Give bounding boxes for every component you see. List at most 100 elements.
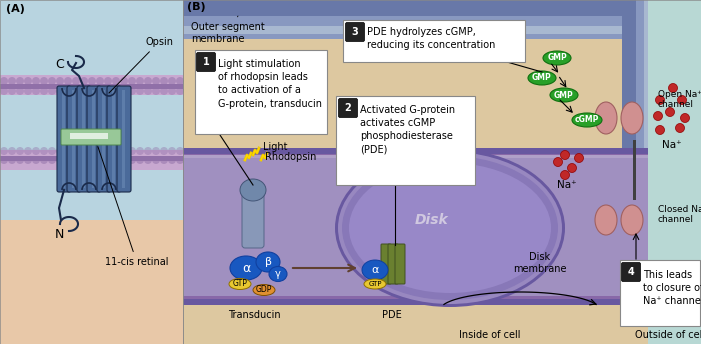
Circle shape (152, 87, 160, 95)
Circle shape (112, 156, 120, 164)
Circle shape (144, 87, 152, 95)
Bar (183, 158, 648, 296)
Circle shape (677, 96, 686, 105)
Circle shape (104, 147, 112, 155)
Ellipse shape (338, 152, 562, 304)
Circle shape (160, 87, 168, 95)
Circle shape (40, 87, 48, 95)
Circle shape (32, 147, 40, 155)
Circle shape (104, 156, 112, 164)
Circle shape (0, 147, 8, 155)
Text: Na⁺: Na⁺ (662, 140, 682, 150)
FancyBboxPatch shape (67, 86, 81, 192)
Circle shape (56, 87, 64, 95)
Circle shape (96, 147, 104, 155)
FancyBboxPatch shape (97, 86, 111, 192)
Bar (122, 90, 125, 188)
FancyBboxPatch shape (346, 22, 365, 42)
Bar (622, 0, 636, 310)
Circle shape (168, 77, 176, 85)
Circle shape (152, 156, 160, 164)
Circle shape (128, 87, 136, 95)
Circle shape (152, 147, 160, 155)
Circle shape (168, 147, 176, 155)
Circle shape (104, 77, 112, 85)
Ellipse shape (364, 279, 386, 289)
FancyBboxPatch shape (77, 86, 91, 192)
Circle shape (8, 87, 16, 95)
Circle shape (136, 156, 144, 164)
Bar (183, 0, 648, 344)
Circle shape (16, 87, 24, 95)
Circle shape (56, 156, 64, 164)
Bar (0, 161, 183, 170)
Circle shape (655, 126, 665, 135)
Circle shape (128, 77, 136, 85)
Circle shape (88, 147, 96, 155)
Ellipse shape (240, 179, 266, 201)
Bar (102, 90, 105, 188)
FancyBboxPatch shape (242, 187, 264, 248)
Circle shape (144, 156, 152, 164)
Circle shape (96, 77, 104, 85)
Circle shape (32, 77, 40, 85)
Circle shape (176, 87, 184, 95)
Ellipse shape (349, 163, 551, 293)
Bar (0, 156, 183, 161)
Text: 3: 3 (352, 27, 358, 37)
Text: GTP: GTP (368, 281, 382, 287)
Circle shape (128, 156, 136, 164)
Text: β: β (264, 257, 271, 267)
Ellipse shape (595, 205, 617, 235)
Circle shape (554, 158, 562, 166)
Circle shape (8, 156, 16, 164)
Bar (112, 90, 115, 188)
Bar (183, 26, 648, 34)
Circle shape (80, 87, 88, 95)
FancyBboxPatch shape (395, 244, 405, 284)
FancyBboxPatch shape (117, 86, 131, 192)
Circle shape (88, 87, 96, 95)
Circle shape (24, 156, 32, 164)
FancyBboxPatch shape (339, 98, 358, 118)
Bar (183, 148, 648, 154)
Circle shape (120, 77, 128, 85)
Circle shape (8, 77, 16, 85)
Bar (0, 89, 183, 95)
Circle shape (561, 171, 569, 180)
Circle shape (561, 151, 569, 160)
FancyBboxPatch shape (343, 20, 525, 62)
Text: Opsin: Opsin (109, 37, 173, 93)
Circle shape (160, 147, 168, 155)
Text: C: C (55, 58, 64, 71)
Text: 1: 1 (203, 57, 210, 67)
Text: GDP: GDP (256, 286, 272, 294)
Text: Outer segment
membrane: Outer segment membrane (191, 16, 265, 44)
Circle shape (160, 156, 168, 164)
FancyBboxPatch shape (107, 86, 121, 192)
FancyBboxPatch shape (336, 96, 475, 185)
Circle shape (104, 87, 112, 95)
Circle shape (136, 147, 144, 155)
Circle shape (80, 77, 88, 85)
Text: Closed Na⁺
channel: Closed Na⁺ channel (658, 205, 701, 224)
Ellipse shape (269, 267, 287, 281)
Bar (72, 90, 75, 188)
Circle shape (112, 87, 120, 95)
Bar (648, 0, 701, 344)
Bar (183, 34, 648, 39)
Circle shape (669, 84, 677, 93)
Circle shape (72, 147, 80, 155)
Circle shape (64, 156, 72, 164)
Ellipse shape (342, 156, 558, 300)
Circle shape (136, 77, 144, 85)
Bar (644, 0, 648, 310)
Circle shape (24, 147, 32, 155)
Circle shape (653, 111, 662, 120)
Circle shape (136, 87, 144, 95)
Circle shape (112, 77, 120, 85)
Circle shape (8, 147, 16, 155)
Text: Rhodopsin: Rhodopsin (265, 152, 316, 162)
Text: 11-cis retinal: 11-cis retinal (98, 147, 168, 267)
Circle shape (120, 156, 128, 164)
